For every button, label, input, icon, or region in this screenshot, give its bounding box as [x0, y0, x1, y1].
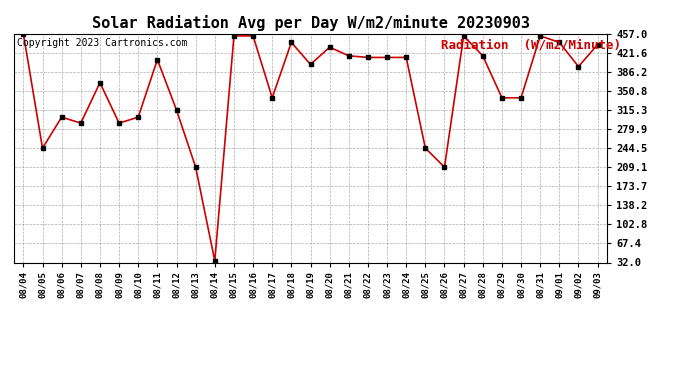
Title: Solar Radiation Avg per Day W/m2/minute 20230903: Solar Radiation Avg per Day W/m2/minute …	[92, 15, 529, 31]
Text: Copyright 2023 Cartronics.com: Copyright 2023 Cartronics.com	[17, 38, 187, 48]
Text: Radiation  (W/m2/Minute): Radiation (W/m2/Minute)	[441, 38, 621, 51]
